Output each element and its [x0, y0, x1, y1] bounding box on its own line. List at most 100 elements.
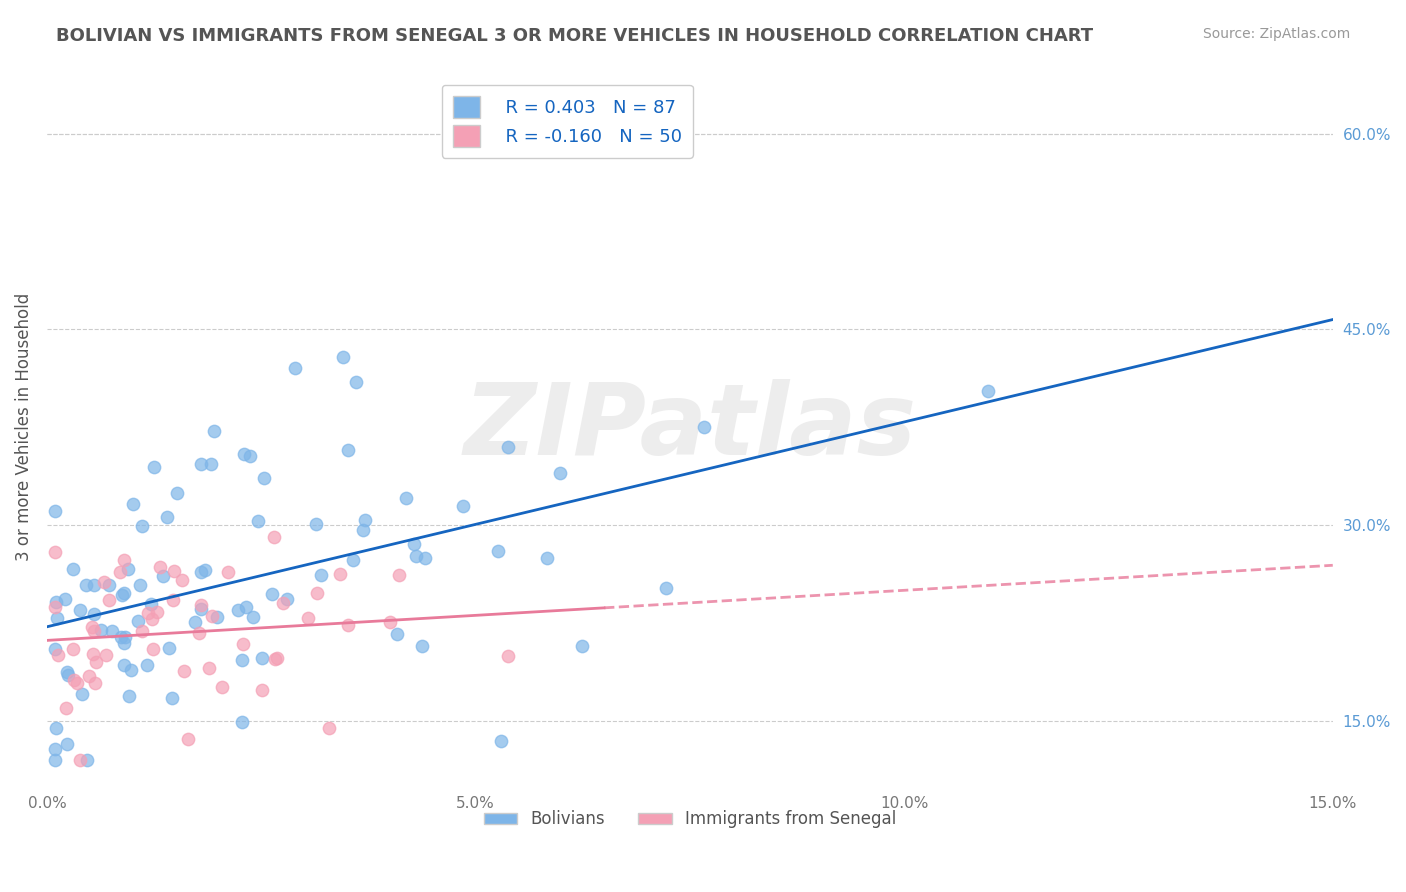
Point: [352, 523, 374, 537]
Point: [118, 690, 141, 704]
Point: [149, 560, 172, 574]
Point: [200, 457, 222, 471]
Point: [246, 515, 269, 529]
Point: [110, 630, 132, 644]
Point: [142, 642, 165, 657]
Point: [162, 592, 184, 607]
Point: [112, 636, 135, 650]
Point: [276, 591, 298, 606]
Point: [112, 658, 135, 673]
Point: [76, 753, 98, 767]
Point: [226, 603, 249, 617]
Point: [56, 737, 79, 751]
Point: [344, 375, 367, 389]
Point: [111, 588, 134, 602]
Point: [201, 609, 224, 624]
Point: [70, 687, 93, 701]
Point: [284, 360, 307, 375]
Point: [304, 517, 326, 532]
Point: [83, 577, 105, 591]
Point: [84, 676, 107, 690]
Point: [44, 600, 66, 615]
Point: [176, 732, 198, 747]
Point: [112, 586, 135, 600]
Point: [190, 565, 212, 579]
Point: [44, 641, 66, 656]
Point: [297, 611, 319, 625]
Point: [388, 568, 411, 582]
Point: [271, 595, 294, 609]
Point: [262, 587, 284, 601]
Legend: Bolivians, Immigrants from Senegal: Bolivians, Immigrants from Senegal: [477, 804, 903, 835]
Point: [263, 530, 285, 544]
Point: [336, 617, 359, 632]
Point: [250, 683, 273, 698]
Point: [250, 651, 273, 665]
Point: [309, 567, 332, 582]
Point: [204, 424, 226, 438]
Point: [77, 669, 100, 683]
Point: [235, 599, 257, 614]
Point: [136, 606, 159, 620]
Point: [170, 573, 193, 587]
Point: [55, 665, 77, 680]
Point: [122, 497, 145, 511]
Point: [194, 563, 217, 577]
Point: [156, 510, 179, 524]
Point: [190, 598, 212, 612]
Point: [498, 440, 520, 454]
Point: [184, 615, 207, 630]
Point: [405, 549, 427, 564]
Point: [94, 648, 117, 662]
Point: [82, 647, 104, 661]
Point: [548, 466, 571, 480]
Point: [395, 491, 418, 505]
Point: [188, 626, 211, 640]
Point: [977, 384, 1000, 399]
Point: [97, 578, 120, 592]
Point: [93, 575, 115, 590]
Point: [152, 569, 174, 583]
Point: [253, 471, 276, 485]
Point: [127, 615, 149, 629]
Point: [55, 701, 77, 715]
Point: [263, 652, 285, 666]
Point: [413, 551, 436, 566]
Point: [232, 637, 254, 651]
Point: [232, 447, 254, 461]
Y-axis label: 3 or more Vehicles in Household: 3 or more Vehicles in Household: [15, 293, 32, 561]
Point: [354, 512, 377, 526]
Point: [231, 715, 253, 730]
Point: [131, 519, 153, 533]
Point: [131, 624, 153, 639]
Point: [239, 450, 262, 464]
Point: [337, 443, 360, 458]
Point: [166, 485, 188, 500]
Point: [62, 562, 84, 576]
Point: [173, 664, 195, 678]
Point: [46, 610, 69, 624]
Point: [66, 676, 89, 690]
Point: [242, 609, 264, 624]
Point: [56, 668, 79, 682]
Point: [387, 626, 409, 640]
Point: [44, 742, 66, 756]
Point: [139, 597, 162, 611]
Point: [536, 551, 558, 566]
Point: [332, 350, 354, 364]
Point: [136, 658, 159, 673]
Point: [44, 753, 66, 767]
Point: [218, 566, 240, 580]
Point: [402, 537, 425, 551]
Point: [82, 620, 104, 634]
Point: [83, 607, 105, 621]
Point: [654, 581, 676, 595]
Point: [160, 690, 183, 705]
Point: [45, 595, 67, 609]
Point: [305, 585, 328, 599]
Point: [205, 609, 228, 624]
Point: [120, 664, 142, 678]
Point: [128, 578, 150, 592]
Point: [62, 641, 84, 656]
Text: ZIPatlas: ZIPatlas: [463, 378, 917, 475]
